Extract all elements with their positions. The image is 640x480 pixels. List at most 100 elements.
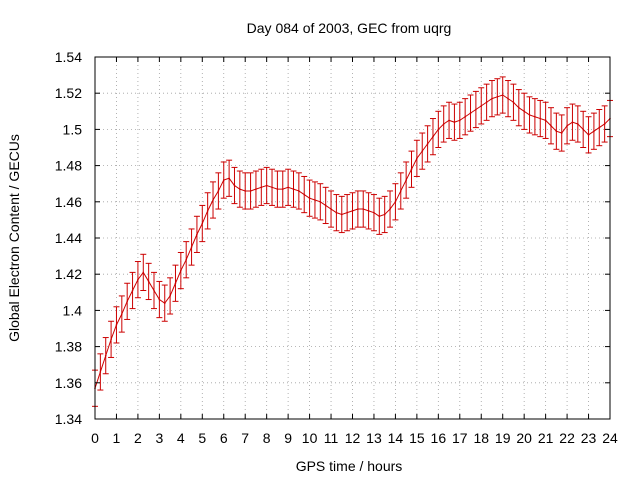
error-bar	[145, 262, 152, 301]
error-bar	[403, 161, 410, 199]
x-tick-label: 16	[431, 430, 447, 446]
error-bar	[295, 172, 302, 210]
data-point	[539, 117, 542, 120]
data-point	[518, 106, 520, 109]
data-point	[228, 177, 230, 180]
error-bar	[113, 306, 120, 344]
error-bar	[408, 150, 415, 188]
y-tick-label: 1.52	[55, 85, 82, 101]
data-point	[158, 298, 161, 301]
data-point	[577, 123, 579, 125]
error-bar	[467, 94, 474, 132]
data-point	[233, 184, 236, 187]
error-bar	[472, 90, 479, 129]
error-bar	[397, 172, 404, 210]
data-point	[485, 101, 488, 104]
x-tick-label: 8	[263, 430, 271, 446]
error-bar	[521, 92, 528, 130]
error-bar	[569, 103, 576, 141]
error-bar	[429, 118, 436, 156]
error-bar	[322, 186, 329, 225]
data-point	[212, 199, 214, 201]
error-bar	[440, 105, 447, 143]
data-point	[421, 150, 424, 152]
error-bar	[279, 170, 286, 208]
error-bar	[435, 110, 442, 148]
error-bar	[338, 195, 345, 234]
error-bar	[188, 228, 195, 266]
data-point	[131, 289, 134, 292]
data-point	[206, 210, 209, 212]
data-point	[163, 302, 166, 304]
error-bar	[451, 103, 458, 141]
error-bar	[596, 108, 603, 147]
data-point	[190, 246, 193, 248]
data-point	[491, 97, 493, 100]
data-point	[346, 211, 348, 214]
data-point	[169, 295, 171, 297]
data-point	[324, 204, 327, 207]
error-bar	[97, 353, 104, 391]
error-bar	[585, 116, 592, 154]
data-point	[544, 119, 547, 122]
error-bar	[392, 183, 399, 221]
error-bar	[263, 166, 270, 205]
x-tick-label: 5	[198, 430, 206, 446]
data-point	[523, 110, 525, 113]
data-point	[271, 186, 273, 189]
data-point	[104, 354, 107, 357]
error-bar	[258, 168, 265, 206]
x-tick-label: 1	[113, 430, 121, 446]
grid	[95, 57, 610, 419]
error-bar	[269, 168, 276, 206]
y-tick-label: 1.42	[55, 266, 82, 282]
data-point	[147, 280, 150, 283]
error-bar	[311, 181, 318, 219]
plot-frame	[94, 56, 611, 420]
error-bar	[118, 295, 125, 333]
error-bar	[537, 99, 544, 138]
error-bar	[204, 192, 211, 230]
x-tick-label: 12	[345, 430, 361, 446]
data-point	[137, 278, 139, 281]
y-tick-label: 1.4	[63, 302, 83, 318]
data-point	[442, 123, 445, 125]
error-bar	[210, 181, 217, 219]
error-bar	[547, 107, 554, 145]
data-point	[222, 179, 225, 181]
x-tick-label: 24	[602, 430, 618, 446]
data-point	[448, 119, 450, 122]
error-bar	[370, 194, 377, 232]
data-point	[416, 157, 418, 160]
error-bar	[601, 105, 608, 143]
data-point	[426, 143, 429, 145]
error-bar	[140, 253, 147, 291]
error-bar	[193, 215, 200, 253]
data-point	[121, 313, 123, 315]
data-point	[319, 201, 322, 203]
error-bar	[462, 98, 469, 136]
error-bar	[381, 195, 388, 234]
data-point	[367, 210, 370, 212]
y-tick-label: 1.44	[55, 230, 82, 246]
data-point	[405, 179, 407, 181]
error-bar	[151, 271, 158, 310]
data-point	[244, 190, 247, 192]
data-point	[362, 208, 365, 210]
data-point	[399, 190, 402, 192]
error-bar	[510, 83, 517, 121]
data-point	[373, 211, 375, 214]
error-bar	[220, 161, 227, 199]
data-point	[174, 282, 177, 285]
data-point	[475, 108, 477, 111]
error-bar	[231, 166, 238, 205]
y-tick-label: 1.46	[55, 194, 82, 210]
x-tick-label: 21	[538, 430, 554, 446]
data-point	[501, 94, 504, 96]
data-point	[469, 112, 472, 114]
error-bar	[215, 172, 222, 210]
error-bar	[199, 204, 206, 243]
error-bar	[376, 197, 383, 235]
error-bar	[108, 320, 115, 358]
data-point	[115, 324, 118, 326]
